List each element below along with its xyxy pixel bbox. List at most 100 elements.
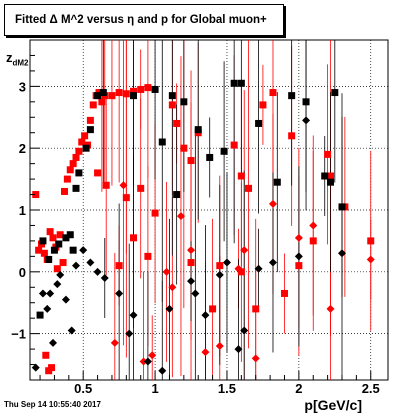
data-point-square	[220, 147, 228, 155]
data-point-square	[326, 178, 334, 186]
data-point-diamond	[67, 326, 76, 335]
data-point-square	[230, 141, 238, 149]
data-point-square	[309, 237, 317, 245]
data-point-square	[69, 246, 77, 254]
data-point-square	[173, 191, 181, 199]
data-point-square	[168, 101, 176, 109]
data-point-diamond	[337, 249, 346, 258]
data-point-square	[187, 157, 195, 165]
data-point-square	[122, 194, 130, 202]
data-point-square	[115, 89, 123, 97]
data-point-diamond	[158, 366, 167, 375]
data-point-diamond	[234, 345, 243, 354]
data-point-square	[130, 92, 138, 100]
data-point-diamond	[240, 326, 249, 335]
data-point-square	[63, 175, 71, 183]
data-point-diamond	[125, 329, 134, 338]
data-point-square	[86, 116, 94, 124]
data-point-square	[94, 92, 102, 100]
data-point-square	[302, 98, 310, 106]
data-point-diamond	[165, 304, 174, 313]
data-point-square	[367, 237, 375, 245]
data-point-square	[108, 92, 116, 100]
data-point-square	[326, 172, 334, 180]
data-point-square	[89, 101, 97, 109]
data-point-square	[94, 169, 102, 177]
data-point-square	[230, 79, 238, 87]
data-point-diamond	[254, 264, 263, 273]
data-point-diamond	[49, 338, 58, 347]
title-box: Fitted Δ M^2 versus η and p for Global m…	[4, 4, 284, 36]
data-point-square	[216, 262, 224, 270]
data-point-diamond	[143, 357, 152, 366]
data-point-diamond	[53, 280, 62, 289]
data-point-diamond	[93, 267, 102, 276]
data-point-square	[46, 228, 54, 236]
data-point-square	[45, 367, 53, 375]
data-point-diamond	[148, 351, 157, 360]
data-point-square	[269, 89, 277, 97]
data-point-square	[237, 268, 245, 276]
data-point-diamond	[294, 252, 303, 261]
data-point-square	[75, 169, 83, 177]
data-point-diamond	[191, 289, 200, 298]
data-point-square	[56, 231, 64, 239]
data-point-diamond	[201, 311, 210, 320]
data-point-diamond	[43, 304, 52, 313]
data-point-diamond	[139, 357, 148, 366]
data-point-square	[237, 172, 245, 180]
y-axis-label: zdM2	[6, 50, 29, 68]
data-point-diamond	[110, 338, 119, 347]
y-tick-label: 2	[19, 141, 26, 156]
data-point-square	[280, 289, 288, 297]
x-tick-label: 1.5	[218, 381, 236, 396]
data-point-square	[255, 119, 263, 127]
data-point-square	[168, 92, 176, 100]
data-point-diamond	[129, 311, 138, 320]
data-point-diamond	[268, 199, 277, 208]
data-point-square	[53, 265, 61, 273]
data-point-square	[259, 101, 267, 109]
data-point-square	[180, 98, 188, 106]
data-point-diamond	[187, 246, 196, 255]
data-point-square	[288, 92, 296, 100]
x-tick-label: 1	[151, 381, 158, 396]
data-point-diamond	[222, 258, 231, 267]
data-point-diamond	[79, 246, 88, 255]
data-point-diamond	[268, 258, 277, 267]
data-points	[31, 79, 375, 375]
data-point-square	[86, 126, 94, 134]
data-point-square	[137, 184, 145, 192]
data-point-diamond	[302, 116, 311, 125]
data-point-square	[61, 187, 69, 195]
data-point-square	[209, 305, 217, 313]
data-point-square	[288, 132, 296, 140]
data-point-diamond	[38, 289, 47, 298]
data-point-diamond	[187, 277, 196, 286]
data-point-diamond	[176, 212, 185, 221]
y-axis-label-sub: dM2	[12, 58, 29, 68]
data-point-square	[144, 252, 152, 260]
data-point-square	[151, 209, 159, 217]
data-point-square	[40, 249, 48, 257]
chart-title: Fitted Δ M^2 versus η and p for Global m…	[15, 14, 267, 26]
y-tick-label: 3	[19, 79, 26, 94]
data-point-square	[59, 259, 67, 267]
data-point-square	[35, 246, 43, 254]
data-point-square	[98, 98, 106, 106]
data-point-diamond	[309, 221, 318, 230]
data-point-diamond	[56, 270, 65, 279]
y-tick-label: 1	[19, 203, 26, 218]
x-tick-label: 0.5	[74, 381, 92, 396]
data-point-square	[245, 184, 253, 192]
data-point-square	[194, 126, 202, 134]
data-point-square	[55, 240, 63, 248]
data-point-square	[62, 234, 70, 242]
data-point-square	[39, 237, 47, 245]
data-point-diamond	[46, 289, 55, 298]
data-point-square	[252, 305, 260, 313]
data-point-square	[130, 87, 138, 95]
data-point-square	[237, 79, 245, 87]
timestamp: Thu Sep 14 10:55:40 2017	[4, 400, 101, 409]
data-point-square	[295, 262, 303, 270]
